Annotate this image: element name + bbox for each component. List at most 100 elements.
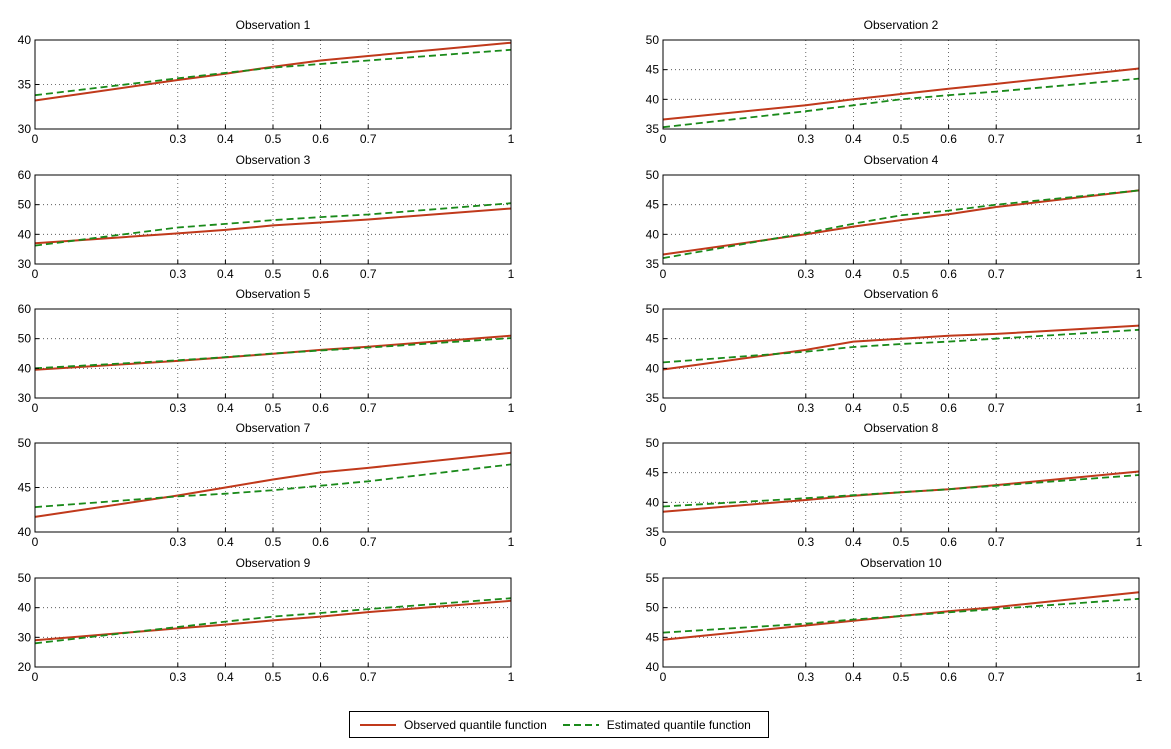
legend: Observed quantile function Estimated qua… xyxy=(349,711,769,738)
x-tick-label: 0.5 xyxy=(893,401,910,415)
x-tick-label: 0 xyxy=(32,267,39,281)
x-tick-label: 0.4 xyxy=(217,132,234,146)
legend-entry-estimated: Estimated quantile function xyxy=(561,718,751,732)
x-tick-label: 0.7 xyxy=(360,535,377,549)
x-tick-label: 0.4 xyxy=(217,267,234,281)
y-tick-label: 50 xyxy=(18,571,32,585)
x-tick-label: 0.5 xyxy=(265,267,282,281)
subplot-title: Observation 10 xyxy=(860,556,942,570)
y-tick-label: 40 xyxy=(18,361,32,375)
y-tick-label: 40 xyxy=(646,92,660,106)
x-tick-label: 0.6 xyxy=(940,535,957,549)
x-tick-label: 1 xyxy=(508,132,515,146)
x-tick-label: 1 xyxy=(508,670,515,684)
subplot-5: 0 0.3 0.4 0.5 0.6 0.7 1 30 40 50 60 Observation 5 xyxy=(18,287,515,415)
x-tick-label: 0.7 xyxy=(360,670,377,684)
x-tick-label: 0.5 xyxy=(265,132,282,146)
legend-swatch-observed xyxy=(360,723,396,726)
series-line-estimated xyxy=(662,597,1140,634)
x-tick-label: 0.3 xyxy=(797,401,814,415)
y-tick-label: 40 xyxy=(646,227,660,241)
x-tick-label: 0 xyxy=(660,401,667,415)
x-tick-label: 0.7 xyxy=(360,267,377,281)
y-tick-label: 30 xyxy=(18,391,32,405)
x-tick-label: 0.5 xyxy=(265,535,282,549)
subplot-3: 0 0.3 0.4 0.5 0.6 0.7 1 30 40 50 60 Observation 3 xyxy=(18,153,515,281)
x-tick-label: 1 xyxy=(1136,132,1143,146)
series-line-estimated xyxy=(34,48,512,97)
series-line-observed xyxy=(34,599,512,642)
x-tick-label: 0.4 xyxy=(845,401,862,415)
x-tick-label: 0.3 xyxy=(169,132,186,146)
subplot-title: Observation 1 xyxy=(236,18,311,32)
x-tick-label: 0.6 xyxy=(940,267,957,281)
subplot-title: Observation 3 xyxy=(236,153,311,167)
y-tick-label: 30 xyxy=(18,630,32,644)
x-tick-label: 0 xyxy=(32,132,39,146)
x-tick-label: 0.4 xyxy=(845,132,862,146)
y-tick-label: 45 xyxy=(646,198,660,212)
x-tick-label: 0.6 xyxy=(940,401,957,415)
x-tick-label: 0.6 xyxy=(312,132,329,146)
x-tick-label: 0.3 xyxy=(169,401,186,415)
legend-swatch-estimated xyxy=(562,723,599,726)
y-tick-label: 50 xyxy=(646,436,660,450)
x-tick-label: 0.5 xyxy=(893,132,910,146)
y-tick-label: 45 xyxy=(646,630,660,644)
series-line-observed xyxy=(662,67,1140,121)
x-tick-label: 0 xyxy=(660,267,667,281)
x-tick-label: 0.4 xyxy=(845,670,862,684)
x-tick-label: 0 xyxy=(32,670,39,684)
x-tick-label: 0.3 xyxy=(797,535,814,549)
x-tick-label: 0.4 xyxy=(217,401,234,415)
x-tick-label: 0.4 xyxy=(845,535,862,549)
series-line-estimated xyxy=(662,77,1140,129)
x-tick-label: 0 xyxy=(660,535,667,549)
series-line-estimated xyxy=(34,463,512,508)
series-line-estimated xyxy=(662,474,1140,508)
x-tick-label: 0.7 xyxy=(988,132,1005,146)
y-tick-label: 50 xyxy=(646,601,660,615)
y-tick-label: 40 xyxy=(18,227,32,241)
series-line-observed xyxy=(34,207,512,245)
subplot-title: Observation 8 xyxy=(864,421,939,435)
x-tick-label: 0 xyxy=(660,670,667,684)
x-tick-label: 0.7 xyxy=(988,401,1005,415)
x-tick-label: 0.6 xyxy=(312,670,329,684)
series-line-estimated xyxy=(34,597,512,645)
x-tick-label: 0.7 xyxy=(988,535,1005,549)
y-tick-label: 40 xyxy=(646,361,660,375)
series-line-estimated xyxy=(662,189,1140,259)
x-tick-label: 0.6 xyxy=(312,267,329,281)
y-tick-label: 35 xyxy=(646,391,660,405)
x-tick-label: 0.6 xyxy=(940,132,957,146)
series-line-estimated xyxy=(662,328,1140,364)
x-tick-label: 0.5 xyxy=(265,670,282,684)
series-line-observed xyxy=(662,591,1140,641)
y-tick-label: 50 xyxy=(646,33,660,47)
y-tick-label: 40 xyxy=(18,525,32,539)
y-tick-label: 45 xyxy=(18,481,32,495)
x-tick-label: 0.7 xyxy=(360,132,377,146)
legend-entry-observed: Observed quantile function xyxy=(358,718,547,732)
y-tick-label: 55 xyxy=(646,571,660,585)
x-tick-label: 0.6 xyxy=(312,535,329,549)
x-tick-label: 0.4 xyxy=(217,535,234,549)
y-tick-label: 35 xyxy=(646,122,660,136)
y-tick-label: 30 xyxy=(18,257,32,271)
legend-label-observed: Observed quantile function xyxy=(404,717,547,732)
series-line-estimated xyxy=(34,202,512,247)
series-line-estimated xyxy=(34,337,512,370)
y-tick-label: 40 xyxy=(18,33,32,47)
x-tick-label: 0.5 xyxy=(893,535,910,549)
subplot-7: 0 0.3 0.4 0.5 0.6 0.7 1 40 45 50 Observation 7 xyxy=(18,421,515,549)
x-tick-label: 0.7 xyxy=(988,670,1005,684)
y-tick-label: 35 xyxy=(646,257,660,271)
y-tick-label: 35 xyxy=(646,525,660,539)
x-tick-label: 0 xyxy=(660,132,667,146)
y-tick-label: 20 xyxy=(18,660,32,674)
subplot-2: 0 0.3 0.4 0.5 0.6 0.7 1 35 40 45 50 Observation 2 xyxy=(646,18,1143,146)
y-tick-label: 40 xyxy=(18,601,32,615)
y-tick-label: 50 xyxy=(646,168,660,182)
